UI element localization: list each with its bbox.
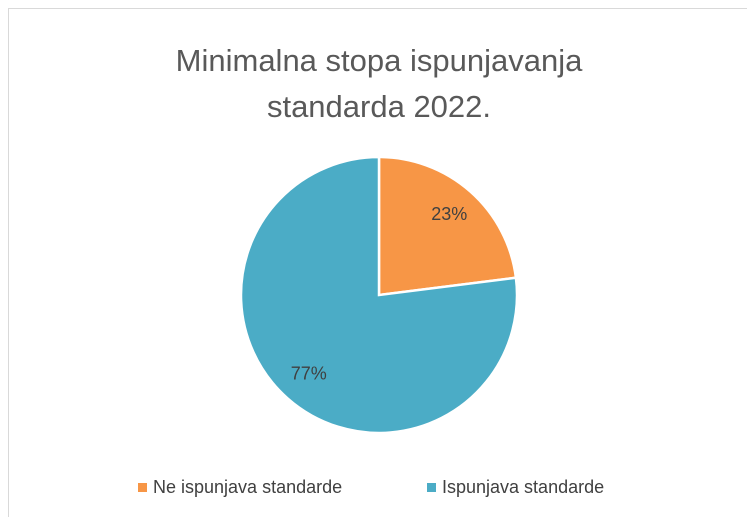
chart-frame [8,8,747,517]
pie-slice [377,155,518,297]
legend-swatch [427,483,436,492]
legend-swatch [138,483,147,492]
data-label: 77% [291,363,327,383]
legend-label: Ispunjava standarde [442,477,604,497]
legend-label: Ne ispunjava standarde [153,477,342,497]
chart-title: Minimalna stopa ispunjavanja standarda 2… [175,43,583,124]
data-label: 23% [431,204,467,224]
pie-slice [239,155,519,435]
